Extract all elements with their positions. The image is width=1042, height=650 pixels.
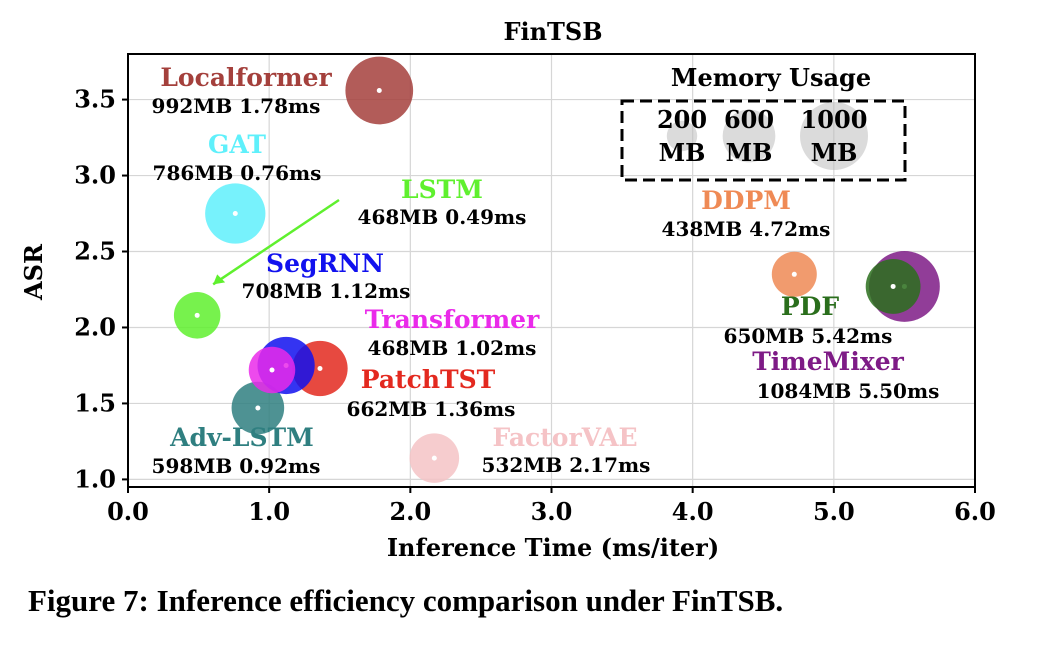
point-label-ddpm: 438MB 4.72ms — [662, 217, 831, 241]
y-tick-label: 3.5 — [74, 85, 116, 114]
x-axis-label: Inference Time (ms/iter) — [387, 533, 719, 562]
point-label-factorvae: 532MB 2.17ms — [482, 453, 651, 477]
point-label-timemixer: 1084MB 5.50ms — [757, 379, 940, 403]
y-tick-label: 2.0 — [74, 312, 116, 341]
y-axis-label: ASR — [19, 243, 48, 301]
bubble-center — [232, 211, 238, 217]
lstm-arrow — [212, 198, 340, 286]
point-name-transformer: Transformer — [365, 305, 540, 334]
bubble-center — [376, 87, 382, 93]
x-tick-label: 4.0 — [672, 497, 714, 526]
y-tick-label: 1.5 — [74, 388, 116, 417]
y-tick-label: 1.0 — [74, 464, 116, 493]
point-name-timemixer: TimeMixer — [752, 347, 904, 376]
y-tick-label: 3.0 — [74, 161, 116, 190]
point-name-gat: GAT — [208, 130, 266, 159]
point-label-localformer: 992MB 1.78ms — [152, 94, 321, 118]
bubble-center — [317, 365, 323, 371]
legend-entry-unit: MB — [726, 138, 773, 167]
x-tick-label: 5.0 — [813, 497, 855, 526]
legend: Memory Usage 200 MB 600 MB 1000 MB — [620, 63, 907, 182]
bubble-center — [269, 367, 275, 373]
legend-title: Memory Usage — [671, 63, 871, 92]
legend-marker — [722, 109, 776, 163]
bubble-center — [431, 455, 437, 461]
point-label-gat: 786MB 0.76ms — [153, 161, 322, 185]
legend-entry-value: 1000 — [801, 105, 868, 134]
x-tick-label: 6.0 — [954, 497, 996, 526]
point-label-transformer: 468MB 1.02ms — [368, 336, 537, 360]
legend-entry-unit: MB — [659, 138, 706, 167]
x-tick-label: 3.0 — [531, 497, 573, 526]
lstm-arrow-head — [213, 274, 226, 285]
legend-box — [620, 99, 907, 182]
legend-entry-value: 600 — [724, 105, 774, 134]
point-name-segrnn: SegRNN — [266, 249, 384, 278]
point-name-localformer: Localformer — [160, 63, 332, 92]
axes: 0.0 1.0 2.0 3.0 4.0 5.0 6.0 1.0 1.5 2.0 2.5 3.0 3.5 — [74, 53, 996, 526]
figure-caption: Figure 7: Inference efficiency compariso… — [28, 583, 784, 618]
x-tick-label: 1.0 — [248, 497, 290, 526]
point-label-pdf: 650MB 5.42ms — [724, 324, 893, 348]
point-label-adv-lstm: 598MB 0.92ms — [152, 454, 321, 478]
bubble-center — [255, 405, 261, 411]
point-name-adv-lstm: Adv-LSTM — [169, 423, 314, 452]
x-tick-label: 0.0 — [107, 497, 149, 526]
point-name-lstm: LSTM — [401, 175, 483, 204]
point-name-ddpm: DDPM — [701, 186, 791, 215]
data-points — [173, 56, 940, 483]
chart-title: FinTSB — [503, 17, 602, 46]
legend-entry-value: 200 — [657, 105, 707, 134]
point-name-patchtst: PatchTST — [361, 365, 496, 394]
legend-marker — [800, 102, 868, 170]
scatter-chart: FinTSB 0.0 1.0 2.0 3.0 4.0 5.0 6.0 1.0 1.5 2.0 2.5… — [19, 17, 996, 562]
bubble-center — [890, 283, 896, 289]
bubble-center — [194, 312, 200, 318]
point-label-lstm: 468MB 0.49ms — [358, 205, 527, 229]
y-tick-label: 2.5 — [74, 237, 116, 266]
point-name-pdf: PDF — [781, 292, 839, 321]
bubble-center — [791, 271, 797, 277]
legend-marker — [666, 120, 698, 152]
x-tick-label: 2.0 — [389, 497, 431, 526]
point-name-factorvae: FactorVAE — [492, 423, 637, 452]
point-label-patchtst: 662MB 1.36ms — [347, 397, 516, 421]
legend-entry-unit: MB — [811, 138, 858, 167]
point-label-segrnn: 708MB 1.12ms — [242, 279, 411, 303]
